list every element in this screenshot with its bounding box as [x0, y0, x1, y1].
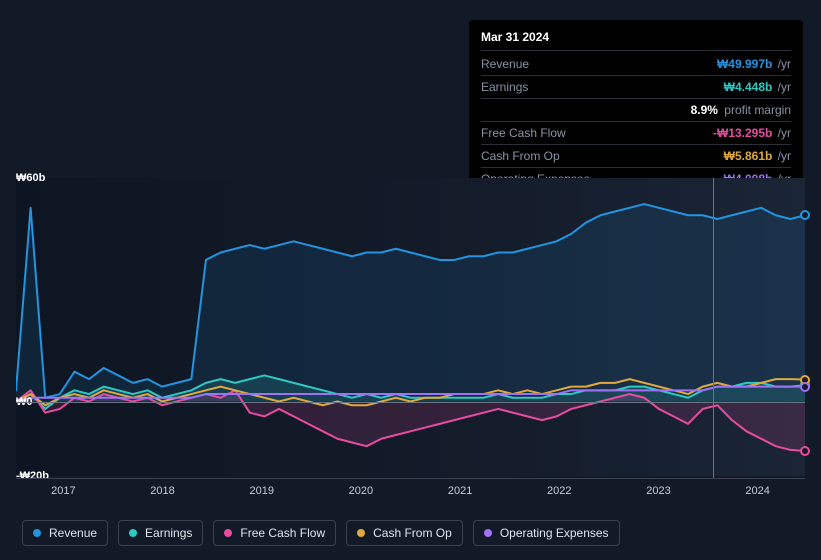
x-tick: 2021: [448, 485, 472, 497]
legend-dot: [129, 529, 137, 537]
legend-dot: [357, 529, 365, 537]
tooltip-date: Mar 31 2024: [481, 28, 791, 51]
legend-label: Revenue: [49, 526, 97, 540]
chart-plot[interactable]: ₩60b₩0-₩20b: [16, 178, 805, 476]
x-tick: 2018: [150, 485, 174, 497]
legend-dot: [224, 529, 232, 537]
tooltip-value: 8.9% profit margin: [691, 101, 791, 119]
tooltip-row: Revenue ₩49.997b /yr: [481, 53, 791, 76]
tooltip-row: Free Cash Flow -₩13.295b /yr: [481, 122, 791, 145]
legend-label: Cash From Op: [373, 526, 452, 540]
series-end-dot: [800, 382, 810, 392]
tooltip-label: Free Cash Flow: [481, 124, 566, 142]
tooltip-value: -₩13.295b /yr: [713, 124, 791, 142]
chart-tooltip: Mar 31 2024 Revenue ₩49.997b /yr Earnings ₩…: [469, 20, 803, 198]
tooltip-value: ₩49.997b /yr: [717, 55, 791, 73]
legend-item[interactable]: Operating Expenses: [473, 520, 620, 546]
x-tick: 2023: [646, 485, 670, 497]
tooltip-label: Earnings: [481, 78, 528, 96]
legend-dot: [33, 529, 41, 537]
chart-svg: [16, 178, 805, 476]
x-axis: 2017 2018 2019 2020 2021 2022 2023 2024: [16, 478, 805, 500]
legend-item[interactable]: Free Cash Flow: [213, 520, 336, 546]
series-end-dot: [800, 446, 810, 456]
tooltip-row: 8.9% profit margin: [481, 99, 791, 122]
tooltip-label: Revenue: [481, 55, 529, 73]
legend-item[interactable]: Revenue: [22, 520, 108, 546]
legend-dot: [484, 529, 492, 537]
hover-line: [713, 178, 714, 478]
x-tick: 2017: [51, 485, 75, 497]
x-tick: 2022: [547, 485, 571, 497]
tooltip-row: Cash From Op ₩5.861b /yr: [481, 145, 791, 168]
legend-label: Operating Expenses: [500, 526, 609, 540]
x-tick: 2024: [745, 485, 769, 497]
tooltip-label: Cash From Op: [481, 147, 560, 165]
tooltip-value: ₩4.448b /yr: [724, 78, 791, 96]
tooltip-value: ₩5.861b /yr: [724, 147, 791, 165]
zero-line: [16, 402, 805, 403]
x-tick: 2019: [249, 485, 273, 497]
legend-label: Earnings: [145, 526, 192, 540]
chart-legend: Revenue Earnings Free Cash Flow Cash From O…: [22, 520, 620, 546]
x-tick: 2020: [349, 485, 373, 497]
legend-label: Free Cash Flow: [240, 526, 325, 540]
y-tick: ₩60b: [16, 172, 30, 184]
legend-item[interactable]: Cash From Op: [346, 520, 463, 546]
legend-item[interactable]: Earnings: [118, 520, 203, 546]
series-end-dot: [800, 210, 810, 220]
tooltip-row: Earnings ₩4.448b /yr: [481, 76, 791, 99]
